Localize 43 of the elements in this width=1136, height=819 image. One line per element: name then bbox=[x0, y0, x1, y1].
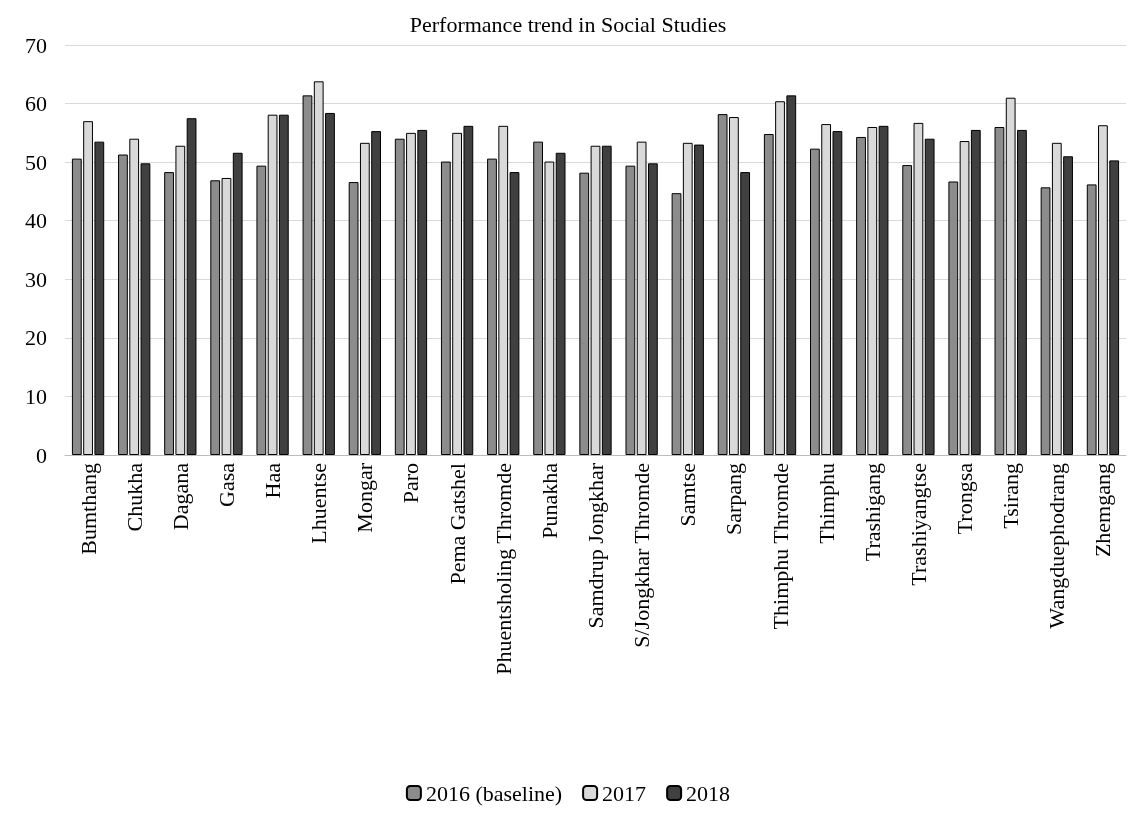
chart-title: Performance trend in Social Studies bbox=[409, 11, 727, 37]
bar bbox=[948, 181, 959, 455]
y-tick-label: 50 bbox=[25, 149, 47, 175]
x-tick-label: Trashiyangtse bbox=[905, 463, 931, 586]
x-tick-label: Trongsa bbox=[952, 462, 978, 535]
x-tick-label: Gasa bbox=[213, 462, 239, 507]
x-tick-label: Thimphu Thromde bbox=[767, 463, 793, 630]
legend-label: 2017 bbox=[602, 780, 647, 806]
x-tick-label: Phuentsholing Thromde bbox=[490, 463, 516, 675]
bar bbox=[186, 118, 197, 455]
x-tick-label: Pema Gatshel bbox=[444, 463, 470, 585]
y-tick-label: 70 bbox=[25, 32, 47, 58]
bar bbox=[625, 165, 636, 455]
x-tick-label: Samtse bbox=[675, 463, 701, 527]
x-tick-label: S/Jongkhar Thromde bbox=[629, 463, 655, 648]
x-tick-label: Bumthang bbox=[75, 463, 101, 555]
bar bbox=[924, 138, 935, 455]
x-tick-label: Lhuentse bbox=[306, 463, 332, 544]
x-tick-label: Zhemgang bbox=[1090, 463, 1116, 558]
x-tick-label: Haa bbox=[260, 462, 286, 499]
legend-label: 2016 (baseline) bbox=[425, 780, 563, 806]
y-tick-label: 10 bbox=[25, 383, 47, 409]
x-tick-label: Chukha bbox=[121, 462, 147, 532]
legend-label: 2018 bbox=[686, 780, 731, 806]
x-tick-label: Thimphu bbox=[813, 463, 839, 544]
x-tick-label: Dagana bbox=[167, 462, 193, 531]
x-tick-label: Paro bbox=[398, 463, 424, 504]
bar bbox=[256, 165, 267, 455]
y-tick-label: 20 bbox=[25, 325, 47, 351]
x-tick-label: Tsirang bbox=[998, 463, 1024, 529]
x-tick-label: Samdrup Jongkhar bbox=[583, 462, 608, 629]
y-tick-label: 30 bbox=[25, 266, 47, 292]
y-tick-label: 40 bbox=[25, 208, 47, 234]
y-tick-label: 60 bbox=[25, 91, 47, 117]
x-tick-label: Punakha bbox=[536, 462, 562, 539]
bar bbox=[994, 127, 1005, 455]
x-tick-label: Trashigang bbox=[859, 463, 885, 562]
bar bbox=[555, 152, 566, 455]
y-tick-label: 0 bbox=[36, 442, 47, 468]
x-tick-label: Mongar bbox=[352, 462, 378, 533]
x-tick-label: Wangduephodrang bbox=[1044, 463, 1070, 629]
bar bbox=[232, 152, 243, 455]
x-tick-label: Sarpang bbox=[721, 463, 747, 536]
